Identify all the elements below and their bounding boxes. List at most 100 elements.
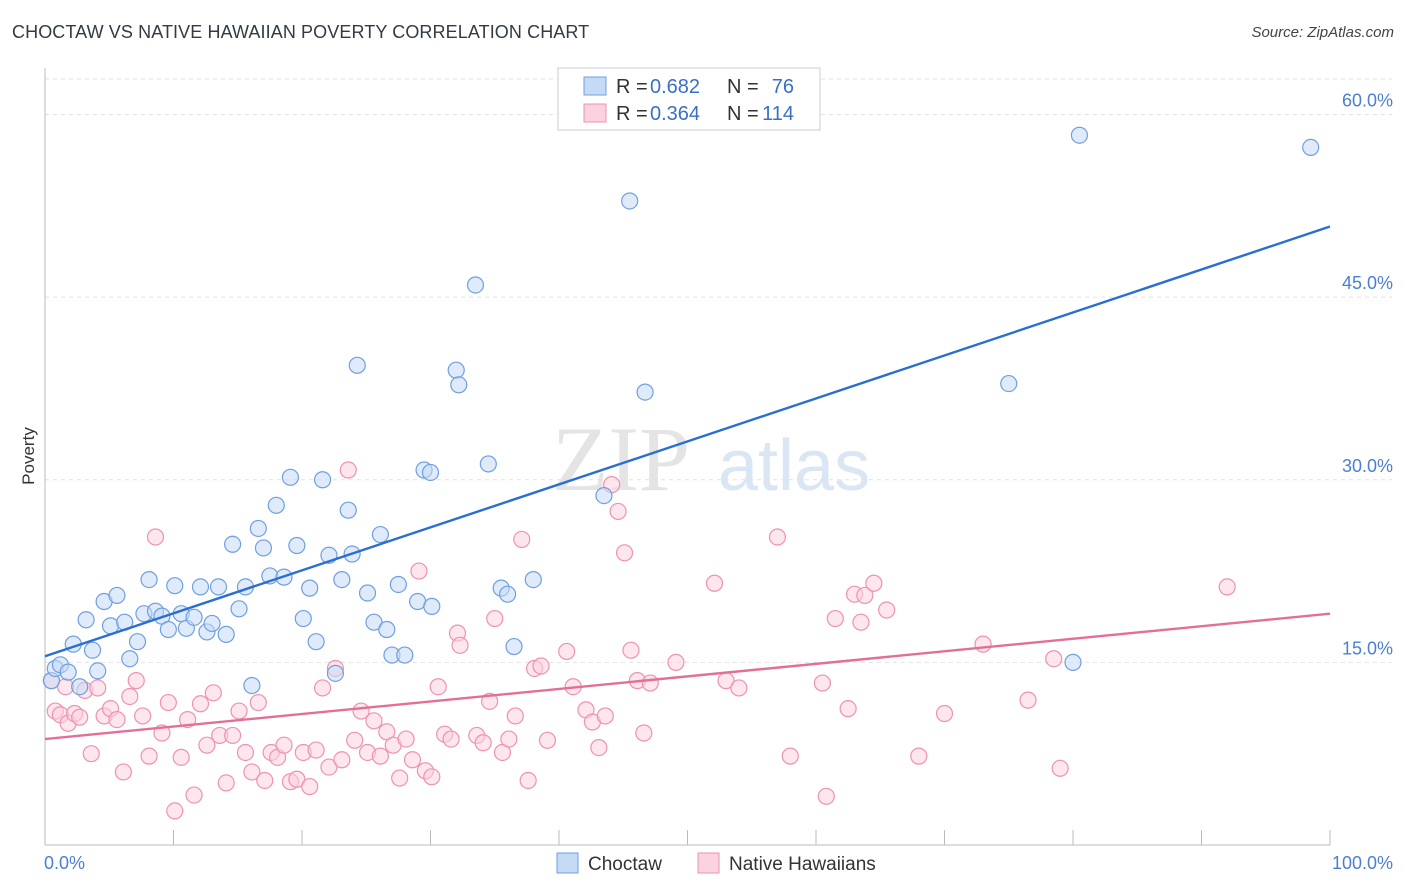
legend-r-label-choctaw: R = <box>616 76 648 98</box>
native-hawaiians-point-27 <box>204 684 222 702</box>
native-hawaiians-point-25 <box>191 695 210 713</box>
native-hawaiians-point-111 <box>1045 650 1063 668</box>
native-hawaiians-point-22 <box>172 748 190 766</box>
choctaw-point-53 <box>378 620 396 639</box>
choctaw-point-8 <box>89 662 107 680</box>
native-hawaiians-point-12 <box>108 711 126 729</box>
native-hawaiians-point-42 <box>301 777 319 796</box>
native-hawaiians-point-101 <box>839 700 857 718</box>
native-hawaiians-point-40 <box>288 770 306 788</box>
choctaw-point-42 <box>307 633 325 651</box>
legend-n-value-native-hawaiians: 114 <box>762 103 794 125</box>
choctaw-point-51 <box>365 613 383 631</box>
native-hawaiians-point-38 <box>275 736 293 754</box>
native-hawaiians-point-35 <box>256 771 274 790</box>
choctaw-point-19 <box>159 620 177 639</box>
choctaw-point-56 <box>396 646 414 664</box>
native-hawaiians-point-17 <box>140 747 158 765</box>
native-hawaiians-point-47 <box>333 751 351 769</box>
native-hawaiians-point-110 <box>1019 691 1037 709</box>
native-hawaiians-point-69 <box>481 692 499 710</box>
native-hawaiians-point-90 <box>635 724 653 742</box>
choctaw-point-26 <box>203 614 221 633</box>
native-hawaiians-point-106 <box>878 601 896 619</box>
choctaw-point-49 <box>348 356 366 374</box>
native-hawaiians-point-98 <box>813 674 832 692</box>
stats-legend: R = 0.682 N = 76 R = 0.364 N = 114 <box>557 67 821 131</box>
choctaw-point-64 <box>479 455 497 473</box>
native-hawaiians-point-20 <box>159 693 177 712</box>
legend-r-value-choctaw: 0.682 <box>650 76 700 98</box>
choctaw-point-38 <box>281 468 300 486</box>
native-hawaiians-point-79 <box>558 642 576 661</box>
native-hawaiians-point-9 <box>89 679 107 697</box>
native-hawaiians-point-31 <box>230 702 248 720</box>
legend-r-label-native-hawaiians: R = <box>616 103 648 125</box>
native-hawaiians-point-108 <box>935 704 954 723</box>
native-hawaiians-point-83 <box>590 739 608 757</box>
native-hawaiians-trend-line <box>44 612 1331 741</box>
native-hawaiians-point-77 <box>532 657 550 675</box>
bottom-legend-swatch-native-hawaiians <box>697 852 720 874</box>
choctaw-point-74 <box>1070 126 1089 144</box>
native-hawaiians-point-96 <box>768 528 787 546</box>
legend-r-value-native-hawaiians: 0.364 <box>650 103 700 125</box>
native-hawaiians-point-48 <box>339 461 357 479</box>
native-hawaiians-point-72 <box>500 730 518 748</box>
choctaw-point-73 <box>1064 653 1082 671</box>
series-legend: Choctaw Native Hawaiians <box>556 852 876 875</box>
native-hawaiians-point-29 <box>217 774 235 792</box>
choctaw-point-61 <box>447 361 465 379</box>
native-hawaiians-point-74 <box>513 530 531 549</box>
y-tick-label-0: 15.0% <box>1342 638 1393 658</box>
legend-n-label-choctaw: N = <box>727 76 759 98</box>
native-hawaiians-point-97 <box>781 747 799 765</box>
choctaw-point-6 <box>77 611 95 629</box>
native-hawaiians-point-43 <box>307 741 325 759</box>
watermark-zip: ZIP <box>552 408 690 510</box>
choctaw-point-24 <box>191 578 210 596</box>
native-hawaiians-point-26 <box>198 736 216 754</box>
choctaw-point-50 <box>358 584 377 602</box>
choctaw-point-11 <box>108 586 126 605</box>
native-hawaiians-point-34 <box>249 693 267 712</box>
native-hawaiians-point-44 <box>313 679 332 697</box>
native-hawaiians-point-105 <box>865 574 883 592</box>
legend-n-label-native-hawaiians: N = <box>727 103 759 125</box>
choctaw-point-75 <box>1302 138 1320 156</box>
native-hawaiians-point-21 <box>166 802 184 820</box>
native-hawaiians-point-78 <box>538 731 557 749</box>
native-hawaiians-point-66 <box>451 636 469 654</box>
native-hawaiians-point-8 <box>82 745 100 763</box>
native-hawaiians-point-91 <box>641 674 659 692</box>
native-hawaiians-point-109 <box>974 635 992 653</box>
y-ticks: 15.0% 30.0% 45.0% 60.0% <box>1342 91 1393 659</box>
choctaw-point-32 <box>243 676 261 695</box>
native-hawaiians-point-16 <box>134 707 152 725</box>
native-hawaiians-point-88 <box>622 641 640 659</box>
choctaw-point-14 <box>128 633 147 651</box>
watermark-atlas: atlas <box>718 426 870 506</box>
choctaw-point-30 <box>230 600 248 618</box>
choctaw-point-47 <box>339 501 357 519</box>
native-hawaiians-point-70 <box>486 609 504 628</box>
grid-lines <box>45 78 1392 663</box>
choctaw-trend-line <box>44 225 1331 658</box>
native-hawaiians-point-59 <box>410 562 428 580</box>
choctaw-point-71 <box>636 383 654 401</box>
choctaw-point-69 <box>595 486 613 505</box>
native-hawaiians-point-45 <box>320 758 338 776</box>
y-axis-label: Poverty <box>19 427 38 485</box>
choctaw-point-20 <box>166 577 184 595</box>
choctaw-point-46 <box>333 570 351 589</box>
native-hawaiians-point-53 <box>371 747 389 765</box>
choctaw-point-3 <box>59 663 77 681</box>
native-hawaiians-point-30 <box>224 726 242 745</box>
choctaw-point-41 <box>301 579 319 597</box>
y-tick-label-1: 30.0% <box>1342 456 1393 476</box>
native-hawaiians-point-6 <box>71 708 89 726</box>
native-hawaiians-point-92 <box>667 653 685 671</box>
native-hawaiians-point-99 <box>817 787 835 805</box>
choctaw-point-59 <box>421 463 440 482</box>
